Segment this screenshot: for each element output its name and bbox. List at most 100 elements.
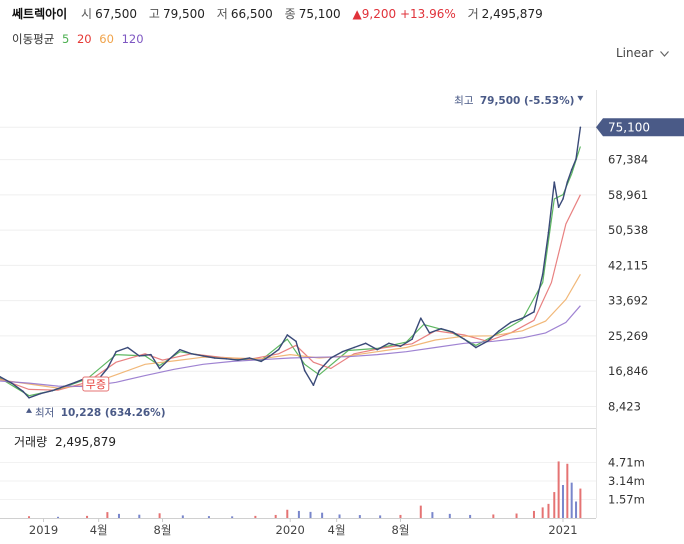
open-label: 시 [81,7,93,21]
price-point [248,357,251,359]
ma-legend-title: 이동평균 [12,32,55,46]
price-point [303,369,306,372]
volume-bar [338,514,341,518]
price-point [419,317,422,320]
x-tick-label: 8월 [392,523,410,537]
price-point [475,346,477,349]
price-point [269,355,271,357]
volume-bar [158,513,161,518]
volume-bar [138,514,141,518]
volume-bar [431,512,434,518]
volume-bar [86,515,89,518]
close-value: 75,100 [298,7,341,21]
price-point [28,396,30,399]
volume-bar [297,510,300,518]
price-point [318,369,321,372]
price-point [167,359,170,361]
high-value: 79,500 [162,7,205,21]
price-point [399,345,402,348]
down-arrow-icon [577,95,584,101]
y-tick-label: 16,846 [608,364,648,378]
price-point [575,158,577,160]
volume-bar [309,511,312,518]
price-point [74,381,77,384]
price-point [39,392,42,395]
price-point [225,358,228,360]
volume-bar [207,516,210,518]
volume-bar [448,513,451,518]
price-point [509,321,512,324]
volume-bars [28,461,582,518]
moving-average-legend: 이동평균 5 20 60 120 [12,31,148,47]
price-point [498,329,500,332]
y-tick-label: 25,269 [608,329,648,343]
volume-bar [532,510,535,518]
price-point [277,348,280,351]
price-point [440,327,442,330]
volume-bar [106,512,109,518]
price-line [0,127,582,399]
price-grid [0,126,596,407]
y-tick-label: 67,384 [608,153,648,167]
price-point [202,355,204,357]
current-price-marker: 75,100 [596,118,684,137]
current-price-label: 75,100 [608,120,650,134]
volume-bar [515,513,518,518]
y-tick-label: 33,692 [608,294,648,308]
volume-bar [557,461,560,518]
price-point [562,198,564,200]
svg-text:거래량 2,495,879: 거래량 2,495,879 [14,435,116,449]
volume-bar [541,507,544,518]
volume-y-axis: 4.71m 3.14m 1.57m [608,455,645,506]
svg-text:최고 79,500 (-5.53%): 최고 79,500 (-5.53%) [454,95,574,107]
low-annotation: 최저 10,228 (634.26%) [26,407,166,419]
price-point [557,206,560,209]
volume-bar [286,509,289,518]
ma-20-line [0,194,581,391]
volume-bar [566,463,569,518]
price-point [126,346,129,349]
price-point [138,355,141,357]
volume-label: 거 [467,7,479,21]
stock-header: 쎄트렉아이 시 67,500 고 79,500 저 66,500 종 75,100 ▲9… [12,5,551,23]
price-point [364,342,367,345]
price-point [463,338,466,340]
price-point [330,357,332,359]
volume-bar [492,514,495,518]
price-point [158,367,161,370]
ma-120-line [0,305,581,388]
low-value: 66,500 [230,7,273,21]
price-point [570,168,573,171]
scale-toggle-button[interactable]: Linear [612,44,673,62]
scale-label: Linear [616,46,654,60]
low-annotation-value: 10,228 (634.26%) [61,407,166,419]
x-axis: 2019 4월 8월 2020 4월 8월 2021 [29,518,578,537]
price-y-axis: 75,100 67,384 58,961 50,538 42,115 33,692 25,2… [608,120,648,413]
price-point [10,382,13,384]
change-value: ▲9,200 [352,7,397,21]
svg-text:최저 10,228 (634.26%): 최저 10,228 (634.26%) [35,407,165,419]
price-point [286,334,289,336]
volume-bar [399,514,402,518]
price-point [486,340,489,343]
price-point [428,332,431,334]
volume-title: 거래량 [14,435,47,449]
price-point [0,376,1,378]
volume-bar [570,482,573,518]
price-point [547,231,550,234]
price-point [376,348,379,351]
stock-name: 쎄트렉아이 [12,7,68,21]
volume-bar [579,488,582,518]
price-point [237,359,239,361]
volume-bar [181,515,184,518]
y-tick-label: 50,538 [608,223,648,237]
volume-bar [274,514,277,518]
price-point [115,350,117,353]
ma-120-label: 120 [121,32,144,46]
close-label: 종 [284,7,296,21]
chevron-down-icon [660,50,670,57]
volume-bar [57,516,60,518]
event-marker[interactable]: 무증 [82,376,110,392]
price-point [63,385,65,388]
